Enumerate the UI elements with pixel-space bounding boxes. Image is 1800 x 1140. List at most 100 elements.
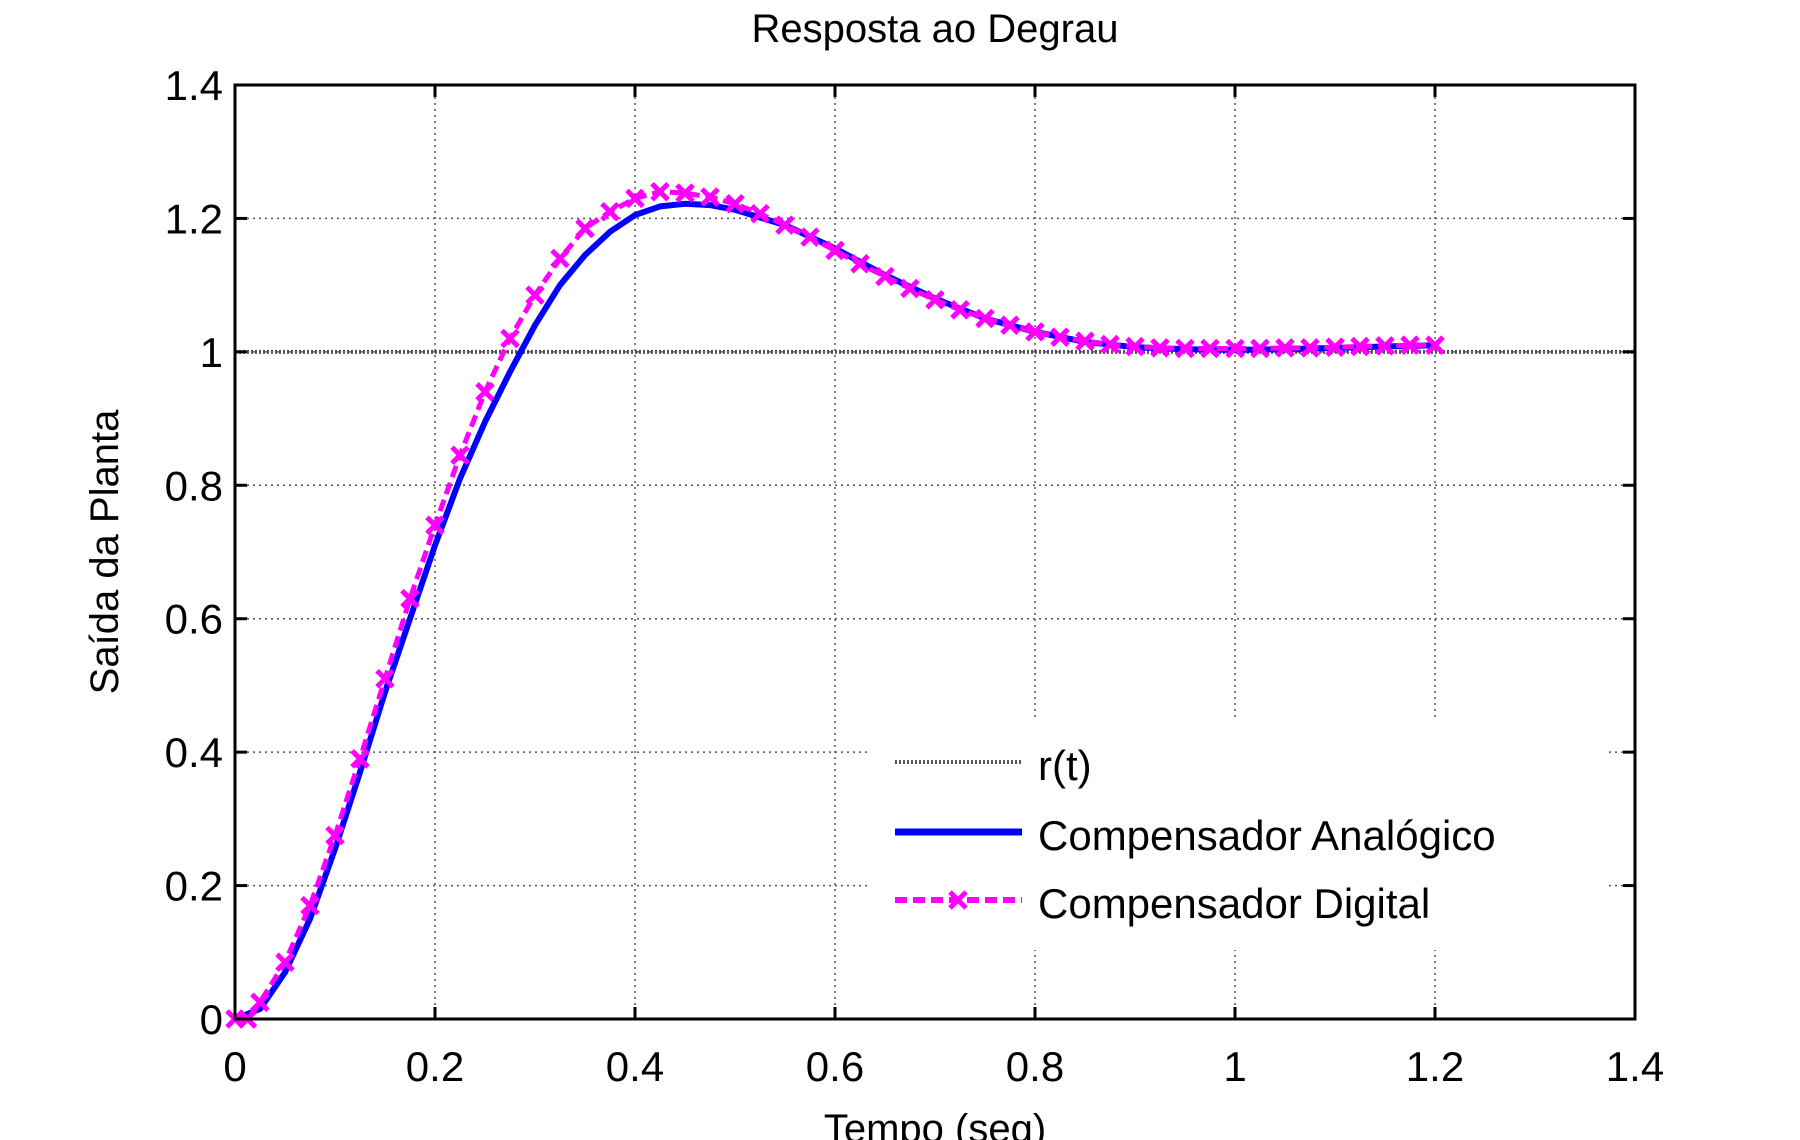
data-point-stroke (1325, 337, 1345, 357)
data-point-stroke (1125, 336, 1145, 357)
data-point-stroke (975, 308, 995, 329)
plot-frame (233, 83, 1637, 1021)
plot-series (225, 181, 1635, 1029)
data-point-stroke (1375, 336, 1395, 356)
data-point-digital (1350, 336, 1370, 357)
x-tick-label: 1.2 (1406, 1043, 1464, 1090)
data-point-stroke (525, 285, 545, 305)
data-point-digital (350, 749, 370, 769)
data-point-stroke (1100, 334, 1120, 355)
data-point-stroke (250, 992, 270, 1013)
data-point-stroke (375, 668, 395, 689)
legend: r(t) Compensador Analógico Compensador D… (868, 718, 1608, 950)
data-point-stroke (550, 248, 570, 269)
y-tick-label: 0.2 (165, 863, 223, 910)
data-point-stroke (850, 254, 870, 274)
data-point-digital (525, 285, 545, 305)
data-point-digital (975, 308, 995, 329)
data-point-stroke (300, 895, 320, 916)
y-tick-label: 1.4 (165, 62, 223, 109)
data-point-digital (650, 181, 670, 202)
data-point-digital (450, 445, 470, 466)
x-tick-label: 0 (223, 1043, 246, 1090)
data-point-digital (600, 201, 620, 222)
series-line-digital (235, 189, 1435, 1022)
data-point-digital (425, 515, 445, 536)
data-point-stroke (400, 588, 420, 609)
data-point-digital (825, 240, 845, 261)
data-point-stroke (875, 266, 895, 287)
data-point-stroke (475, 382, 495, 402)
data-point-digital (375, 668, 395, 689)
data-point-digital (1200, 338, 1220, 359)
data-point-digital (275, 952, 295, 973)
data-point-stroke (350, 749, 370, 769)
data-point-stroke (450, 445, 470, 466)
data-point-digital (1150, 338, 1170, 358)
y-tick-label: 0 (200, 996, 223, 1043)
axis-ticks: 0 0.2 0.4 0.6 0.8 1 1.2 1.4 0 0.2 0.4 0.6 0.8 1 1.2 1.4 (165, 62, 1665, 1090)
data-point-stroke (1400, 335, 1420, 355)
data-point-stroke (950, 300, 970, 320)
x-tick-label: 1.4 (1606, 1043, 1664, 1090)
data-point-stroke (900, 278, 920, 299)
data-point-digital (575, 218, 595, 239)
data-point-stroke (1350, 336, 1370, 357)
y-tick-label: 1.2 (165, 195, 223, 242)
legend-marker-digital (948, 890, 968, 910)
data-point-stroke (925, 290, 945, 310)
data-point-digital (1100, 334, 1120, 355)
data-point-digital (750, 203, 770, 224)
data-point-digital (625, 188, 645, 209)
data-point-stroke (625, 188, 645, 209)
data-point-digital (700, 187, 720, 207)
data-point-stroke (1000, 315, 1020, 335)
data-point-stroke (1025, 322, 1045, 342)
data-point-stroke (675, 183, 695, 203)
data-point-stroke (825, 240, 845, 261)
data-point-digital (675, 183, 695, 203)
data-point-digital (950, 300, 970, 320)
series-digital (225, 181, 1445, 1029)
data-point-stroke (1075, 331, 1095, 351)
x-axis-label: Tempo (seg) (824, 1107, 1046, 1140)
data-point-stroke (1150, 338, 1170, 358)
x-tick-label: 0.4 (606, 1043, 664, 1090)
data-point-digital (475, 382, 495, 402)
data-point-digital (325, 825, 345, 846)
y-axis-label: Saída da Planta (83, 409, 127, 694)
legend-label-reference: r(t) (1038, 742, 1092, 789)
data-point-stroke (725, 193, 745, 214)
data-point-digital (1075, 331, 1095, 351)
data-point-stroke (775, 215, 795, 235)
data-point-stroke (275, 952, 295, 973)
y-tick-label: 0.8 (165, 462, 223, 509)
data-point-stroke (575, 218, 595, 239)
data-point-stroke (1275, 338, 1295, 358)
data-point-stroke (425, 515, 445, 536)
data-point-digital (1050, 327, 1070, 347)
data-point-stroke (1425, 335, 1445, 355)
data-point-digital (400, 588, 420, 609)
data-point-stroke (700, 187, 720, 207)
data-point-digital (1025, 322, 1045, 342)
data-point-stroke (650, 181, 670, 202)
data-point-digital (925, 290, 945, 310)
chart-title: Resposta ao Degrau (752, 7, 1119, 51)
data-point-stroke (800, 227, 820, 247)
data-point-stroke (600, 201, 620, 222)
data-point-stroke (1200, 338, 1220, 359)
legend-label-digital: Compensador Digital (1038, 880, 1430, 927)
data-point-digital (1175, 338, 1195, 359)
data-point-digital (1225, 338, 1245, 359)
data-point-digital (1300, 338, 1320, 358)
data-point-digital (1250, 338, 1270, 359)
x-tick-label: 1 (1223, 1043, 1246, 1090)
data-point-digital (1425, 335, 1445, 355)
x-tick-label: 0.8 (1006, 1043, 1064, 1090)
x-tick-label: 0.2 (406, 1043, 464, 1090)
data-point-stroke (1300, 338, 1320, 358)
data-point-digital (775, 215, 795, 235)
data-point-digital (1400, 335, 1420, 355)
